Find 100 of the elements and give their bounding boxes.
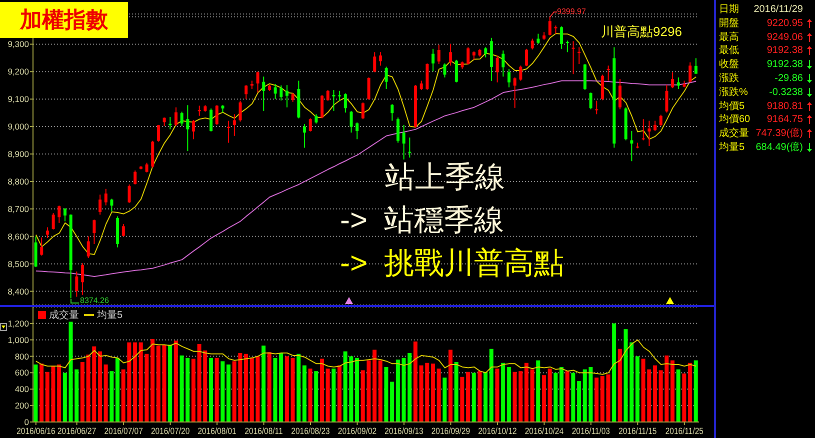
x-tick-label: 2016/09/29 (431, 425, 470, 436)
bar (448, 350, 452, 422)
text: 9249.06 (766, 32, 803, 43)
bar (442, 378, 447, 422)
y-tick-label: 9,200 (8, 66, 30, 77)
bar (652, 365, 657, 422)
bar (262, 346, 266, 422)
bar (174, 340, 178, 422)
bar (115, 358, 120, 422)
bar (284, 356, 289, 422)
bar (390, 382, 394, 422)
candlestick (215, 104, 218, 126)
candlestick (210, 108, 213, 132)
candlestick (238, 100, 242, 122)
x-tick-label: 2016/11/15 (618, 425, 658, 436)
candlestick (262, 76, 266, 112)
bar (542, 375, 546, 422)
candlestick (600, 74, 604, 101)
bar (302, 365, 306, 422)
candlestick (454, 59, 458, 83)
candlestick (356, 122, 359, 140)
candlestick (361, 102, 364, 120)
category-label: 最低 (719, 44, 739, 58)
x-tick-label: 2016/10/24 (524, 425, 564, 436)
bar (34, 364, 38, 422)
candlestick (688, 62, 692, 83)
annotation: 川普高點9296 (601, 24, 682, 40)
bar (279, 353, 284, 422)
candlestick (443, 62, 446, 78)
bar (694, 360, 698, 422)
y-tick-label: 8,600 (8, 231, 30, 242)
x-tick-label: 2016/07/20 (150, 425, 190, 436)
candlestick (92, 219, 96, 245)
candlestick (519, 65, 522, 82)
bar (682, 374, 686, 422)
bar (355, 358, 360, 422)
bar (612, 323, 616, 422)
text: -29.86 (774, 73, 803, 84)
candlestick (332, 90, 336, 112)
candlestick (694, 58, 698, 74)
candlestick (578, 46, 581, 64)
category-label: 漲跌 (719, 72, 739, 85)
bar (168, 344, 172, 422)
candlestick (104, 188, 108, 206)
bar (559, 366, 564, 422)
bar (267, 352, 272, 422)
y-tick-label: 8,400 (8, 286, 30, 296)
candlestick (402, 124, 406, 160)
bar (466, 372, 470, 422)
candlestick (186, 104, 190, 152)
y-tick-label: 400 (14, 384, 30, 394)
candlestick (256, 71, 260, 94)
candlestick (156, 124, 160, 142)
candlestick (572, 40, 575, 75)
annotation: 8374.26 (80, 296, 109, 306)
text: 2016/11/29 (754, 4, 803, 15)
candlestick (350, 110, 353, 134)
bar (454, 362, 458, 422)
candlestick (52, 212, 55, 230)
candlestick (86, 236, 90, 259)
candlestick (618, 78, 622, 110)
candlestick (408, 137, 412, 158)
bar (536, 360, 540, 422)
candlestick (373, 52, 376, 73)
legend-label: 均量5 (97, 309, 123, 322)
candlestick (513, 76, 516, 108)
candlestick (502, 50, 505, 78)
candlestick (548, 16, 552, 36)
candlestick (484, 46, 488, 58)
bar (378, 360, 382, 422)
candlestick (525, 48, 528, 67)
candlestick (437, 44, 440, 64)
bar (565, 371, 570, 422)
text: 9192.38 (766, 59, 803, 70)
candlestick (81, 262, 84, 296)
candlestick (98, 194, 102, 216)
y-tick-label: 1,200 (8, 318, 30, 328)
bar (220, 361, 225, 422)
x-tick-label: 2016/08/01 (198, 425, 237, 436)
bar (57, 364, 62, 422)
bar (501, 362, 506, 422)
candlestick (384, 66, 388, 90)
candlestick (671, 72, 674, 89)
bar (495, 368, 500, 422)
legend-label: 成交量 (49, 308, 79, 322)
x-tick-label: 2016/08/11 (244, 425, 284, 436)
bar (460, 376, 464, 422)
candlestick (595, 100, 598, 115)
x-tick-label: 2016/11/03 (572, 425, 610, 436)
bar (337, 365, 342, 422)
candlestick (174, 106, 178, 127)
text: 9220.95 (766, 18, 803, 29)
x-tick-label: 2016/10/12 (478, 425, 518, 436)
bar (554, 372, 558, 422)
candlestick (58, 205, 61, 224)
candlestick (344, 92, 347, 114)
candlestick (145, 162, 148, 173)
bar (314, 371, 318, 422)
y-tick-label: 8,500 (8, 258, 30, 269)
candlestick (134, 170, 137, 185)
